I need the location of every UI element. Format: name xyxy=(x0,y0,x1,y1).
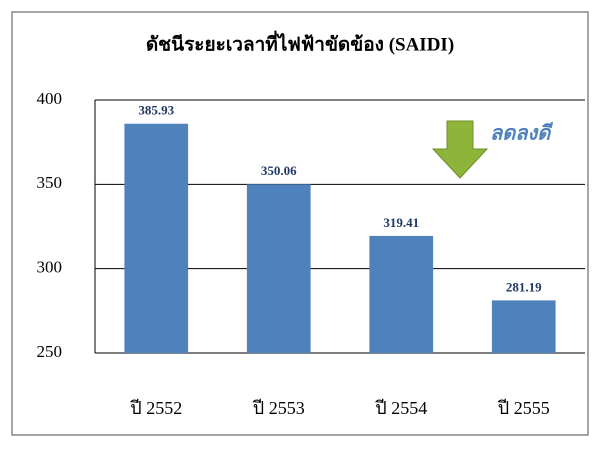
y-tick-label: 300 xyxy=(37,258,63,277)
bar xyxy=(369,235,434,353)
y-tick-label: 350 xyxy=(37,173,63,192)
bar xyxy=(491,300,556,353)
data-label: 281.19 xyxy=(506,279,542,294)
bar xyxy=(246,184,311,353)
y-tick-label: 400 xyxy=(37,89,63,108)
x-tick-label: ปี 2554 xyxy=(375,398,427,418)
data-label: 385.93 xyxy=(138,103,174,118)
down-arrow xyxy=(431,120,489,179)
x-tick-label: ปี 2555 xyxy=(497,398,549,418)
y-tick-label: 250 xyxy=(37,342,63,361)
x-tick-label: ปี 2553 xyxy=(252,398,304,418)
bar xyxy=(124,123,189,353)
annotation: ลดลงดี xyxy=(490,121,553,145)
data-label: 350.06 xyxy=(261,163,297,178)
x-tick-label: ปี 2552 xyxy=(130,398,182,418)
chart-title: ดัชนีระยะเวลาที่ไฟฟ้าขัดข้อง (SAIDI) xyxy=(146,30,454,55)
data-label: 319.41 xyxy=(383,215,419,230)
